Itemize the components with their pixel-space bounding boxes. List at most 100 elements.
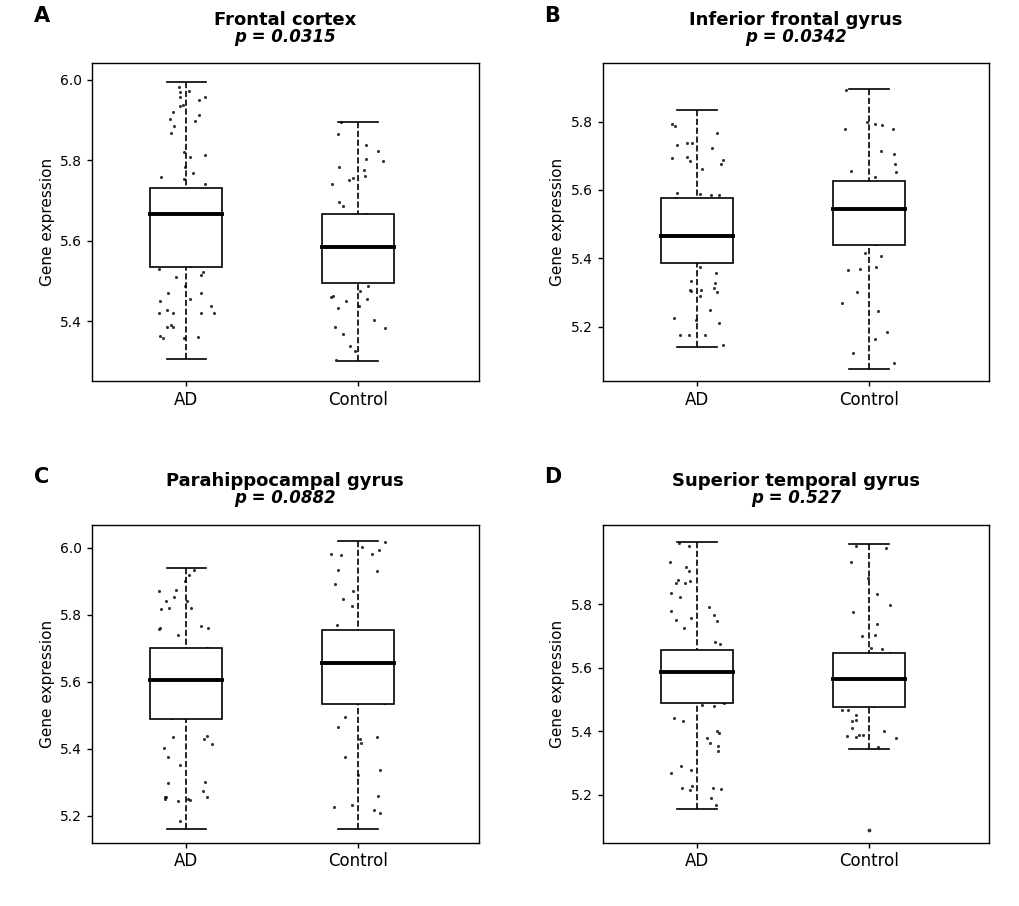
Point <box>674 653 690 668</box>
Point <box>853 629 869 643</box>
Point <box>881 598 898 612</box>
Point <box>350 658 366 672</box>
Point <box>194 267 210 282</box>
Point <box>200 621 216 635</box>
Point <box>665 710 682 725</box>
Point <box>671 692 687 707</box>
Point <box>681 213 697 227</box>
Point <box>199 197 215 211</box>
Point <box>668 648 685 662</box>
Point <box>835 689 851 704</box>
Point <box>840 702 856 717</box>
Point <box>331 160 347 175</box>
Point <box>707 797 723 812</box>
Point <box>669 573 686 587</box>
Point <box>702 229 718 244</box>
Point <box>160 776 176 790</box>
Point <box>203 737 219 751</box>
Point <box>699 730 715 745</box>
Point <box>862 211 878 226</box>
Point <box>341 221 358 236</box>
Point <box>358 685 374 699</box>
Point <box>184 251 201 265</box>
Point <box>165 729 181 744</box>
Point <box>376 535 392 549</box>
Point <box>165 119 181 133</box>
Point <box>706 635 722 650</box>
Point <box>863 198 879 212</box>
Point <box>666 666 683 680</box>
Point <box>691 654 707 669</box>
Point <box>702 225 718 239</box>
Point <box>710 188 727 202</box>
Point <box>715 250 732 265</box>
Point <box>197 148 213 162</box>
Point <box>853 660 869 674</box>
Point <box>330 260 346 275</box>
Point <box>152 621 168 635</box>
Title: Parahippocampal gyrus: Parahippocampal gyrus <box>166 472 404 489</box>
Point <box>687 313 703 327</box>
Point <box>327 694 343 708</box>
Point <box>178 593 195 608</box>
Point <box>881 645 898 660</box>
Point <box>333 247 350 262</box>
Point <box>154 672 170 687</box>
Point <box>681 538 697 553</box>
Point <box>710 653 727 668</box>
Point <box>692 283 708 297</box>
Point <box>331 651 347 666</box>
Point <box>887 156 903 170</box>
Point <box>886 355 902 370</box>
Point <box>859 200 875 215</box>
Point <box>875 724 892 738</box>
Point <box>702 188 718 202</box>
Point <box>366 313 382 327</box>
Point <box>336 749 353 764</box>
Point <box>849 680 865 694</box>
Point <box>884 223 901 237</box>
Point <box>676 644 692 659</box>
Point <box>165 229 181 244</box>
Point <box>662 586 679 601</box>
Point <box>184 664 201 679</box>
Point <box>193 618 209 632</box>
Point <box>338 258 355 273</box>
Point <box>859 571 875 585</box>
Point <box>166 218 182 233</box>
Point <box>882 692 899 707</box>
Point <box>362 642 378 657</box>
Point <box>164 645 180 660</box>
Point <box>847 539 863 554</box>
Point <box>350 265 366 280</box>
Point <box>369 789 385 804</box>
Text: p = 0.0342: p = 0.0342 <box>744 28 846 46</box>
Point <box>874 208 891 223</box>
Title: Superior temporal gyrus: Superior temporal gyrus <box>672 472 919 489</box>
Point <box>840 673 856 688</box>
Point <box>676 622 692 636</box>
Point <box>165 196 181 210</box>
Point <box>168 270 184 284</box>
Point <box>867 260 883 275</box>
Point <box>371 544 387 558</box>
Point <box>679 136 695 150</box>
Point <box>161 252 177 266</box>
Point <box>199 790 215 805</box>
Point <box>845 188 861 203</box>
Point <box>863 660 879 674</box>
Point <box>700 649 716 663</box>
Point <box>338 220 355 235</box>
Point <box>713 220 730 235</box>
Bar <box>833 653 904 708</box>
Point <box>683 274 699 288</box>
Point <box>199 709 215 724</box>
Point <box>153 602 169 617</box>
Text: p = 0.527: p = 0.527 <box>750 489 841 507</box>
Point <box>884 680 901 694</box>
Point <box>368 640 384 654</box>
Point <box>323 645 339 660</box>
Point <box>683 136 699 150</box>
Point <box>331 195 347 209</box>
Point <box>364 546 380 561</box>
